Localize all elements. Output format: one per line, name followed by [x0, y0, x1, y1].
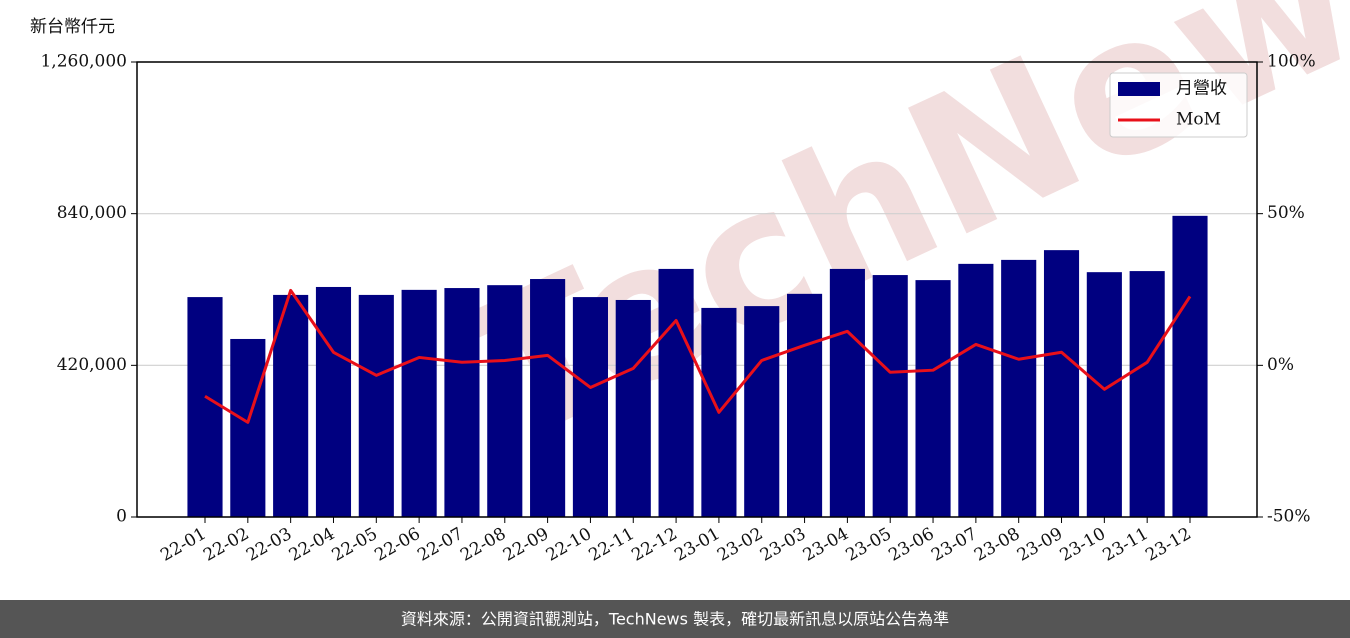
x-tick-label: 23-10 [1057, 524, 1109, 566]
bar [530, 279, 566, 517]
y-axis-label: 新台幣仟元 [30, 17, 115, 37]
x-tick-label: 23-11 [1099, 524, 1151, 566]
footer-bar [0, 600, 1350, 638]
x-tick-label: 22-12 [628, 524, 680, 566]
mom-line [204, 288, 1192, 424]
bar [401, 289, 437, 517]
x-tick-label: 22-07 [414, 524, 466, 566]
x-tick-label: 22-04 [286, 524, 338, 566]
y2-tick-label: 0% [1267, 355, 1294, 375]
x-tick-label: 23-05 [843, 524, 895, 566]
legend-label: MoM [1176, 110, 1221, 130]
x-tick-label: 22-01 [157, 524, 209, 566]
y2-tick-label: 100% [1267, 52, 1316, 72]
x-tick-label: 22-10 [543, 524, 595, 566]
bar [958, 263, 994, 517]
x-tick-label: 23-01 [671, 524, 723, 566]
bar [187, 297, 223, 517]
bar [829, 268, 865, 517]
plot-frame [136, 61, 1258, 518]
x-tick-label: 23-12 [1142, 524, 1194, 566]
bar [1086, 272, 1122, 517]
bar [315, 286, 352, 517]
bar [1129, 271, 1165, 517]
x-tick-label: 23-06 [885, 524, 937, 566]
y-tick-label: 1,260,000 [40, 52, 127, 72]
bar [787, 293, 823, 517]
bar [1001, 259, 1037, 517]
bar [872, 275, 908, 517]
footer: 資料來源：公開資訊觀測站，TechNews 製表，確切最新訊息以原站公告為準 [401, 610, 949, 629]
bar [915, 280, 951, 517]
x-tick-label: 23-08 [971, 524, 1023, 566]
x-tick-label: 22-03 [243, 524, 295, 566]
x-tick-label: 22-06 [371, 524, 423, 566]
x-tick-label: 22-11 [586, 524, 638, 566]
x-tick-label: 23-02 [714, 524, 766, 566]
x-tick-label: 22-05 [329, 524, 381, 566]
bar [1043, 250, 1080, 517]
y-tick-label: 840,000 [57, 203, 127, 223]
y-tick-label: 420,000 [57, 355, 127, 375]
x-tick-label: 23-09 [1014, 524, 1066, 566]
bar [230, 338, 266, 517]
y2-tick-label: -50% [1267, 507, 1311, 527]
legend-label: 月營收 [1176, 79, 1227, 99]
x-tick-label: 22-02 [200, 524, 252, 566]
x-tick-label: 22-08 [457, 524, 509, 566]
bar [658, 268, 694, 517]
bar [744, 306, 780, 517]
bar [572, 297, 608, 517]
y2-tick-label: 50% [1267, 203, 1305, 223]
x-tick-label: 23-04 [800, 524, 852, 566]
y-tick-label: 0 [116, 507, 127, 527]
bar [615, 299, 651, 517]
bar [487, 285, 523, 517]
x-tick-label: 23-07 [928, 524, 980, 566]
bar [1172, 215, 1208, 518]
legend-swatch [1118, 82, 1160, 96]
x-tick-label: 23-03 [757, 524, 809, 566]
bar [444, 288, 480, 517]
bar [358, 294, 394, 517]
bar [273, 294, 309, 517]
x-tick-label: 22-09 [500, 524, 552, 566]
